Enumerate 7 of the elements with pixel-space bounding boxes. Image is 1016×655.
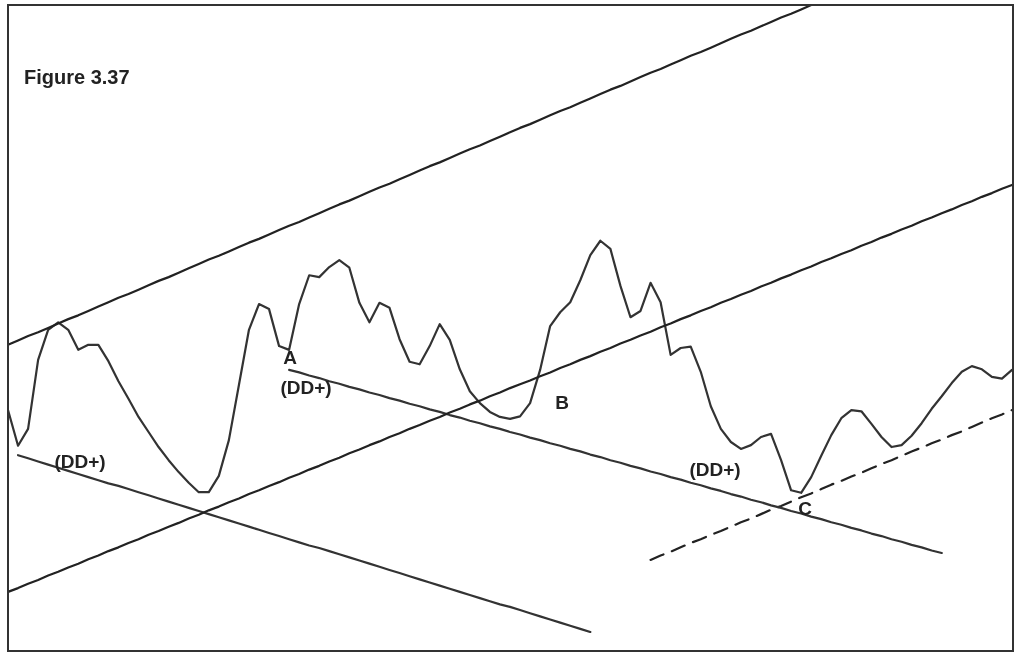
text: Figure 3.37 [24,66,130,89]
annotation: (DD+) [689,459,741,481]
annotation: A [283,347,297,369]
annotation: C [798,498,812,520]
annotation: (DD+) [54,451,106,473]
annotation: B [555,392,569,414]
annotation: (DD+) [280,377,332,399]
